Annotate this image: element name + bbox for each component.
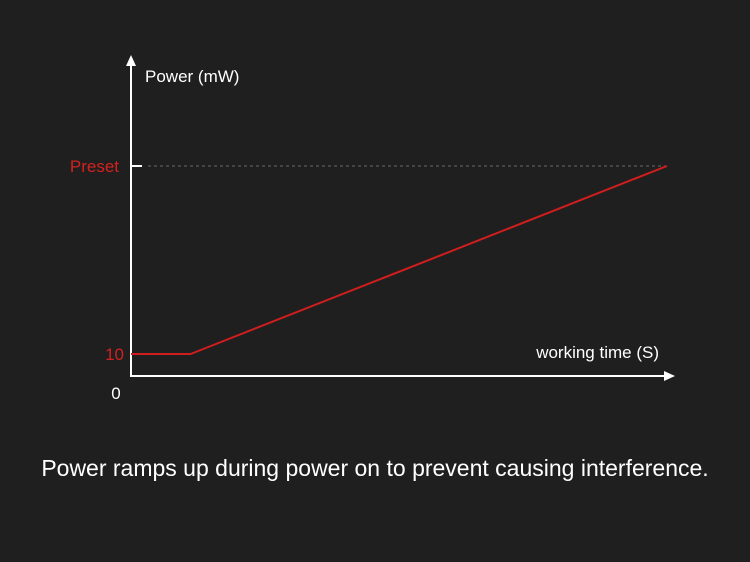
y-axis-label: Power (mW) xyxy=(145,67,239,86)
y-tick-label-preset: Preset xyxy=(70,157,119,176)
x-axis-label: working time (S) xyxy=(535,343,659,362)
power-ramp-chart: Power (mW) working time (S) Preset 10 0 xyxy=(70,55,675,403)
y-tick-label-10: 10 xyxy=(105,345,124,364)
x-axis-arrow-icon xyxy=(664,371,675,381)
caption: Power ramps up during power on to preven… xyxy=(41,455,709,481)
y-axis-arrow-icon xyxy=(126,55,136,66)
origin-label: 0 xyxy=(111,384,120,403)
power-series-line xyxy=(131,165,668,355)
